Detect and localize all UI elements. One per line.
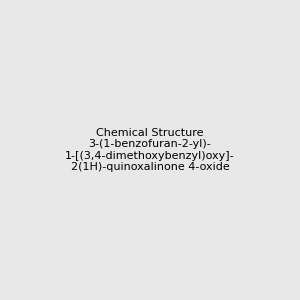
Text: Chemical Structure
3-(1-benzofuran-2-yl)-
1-[(3,4-dimethoxybenzyl)oxy]-
2(1H)-qu: Chemical Structure 3-(1-benzofuran-2-yl)…	[65, 128, 235, 172]
